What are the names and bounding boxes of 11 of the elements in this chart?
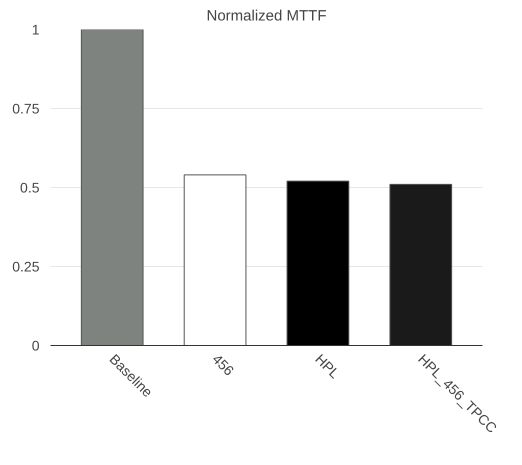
y-tick-label: 0 [32, 338, 40, 354]
y-tick-label: 0.75 [12, 100, 40, 116]
y-tick-label: 0.25 [12, 258, 40, 274]
y-tick-label: 0.5 [20, 180, 40, 196]
y-tick-label: 1 [32, 22, 40, 38]
bar [80, 30, 144, 346]
chart-title: Normalized MTTF [206, 8, 327, 24]
x-tick-label: 456 [209, 350, 238, 379]
bar [286, 180, 350, 346]
bar [389, 184, 452, 346]
bar [184, 174, 246, 346]
